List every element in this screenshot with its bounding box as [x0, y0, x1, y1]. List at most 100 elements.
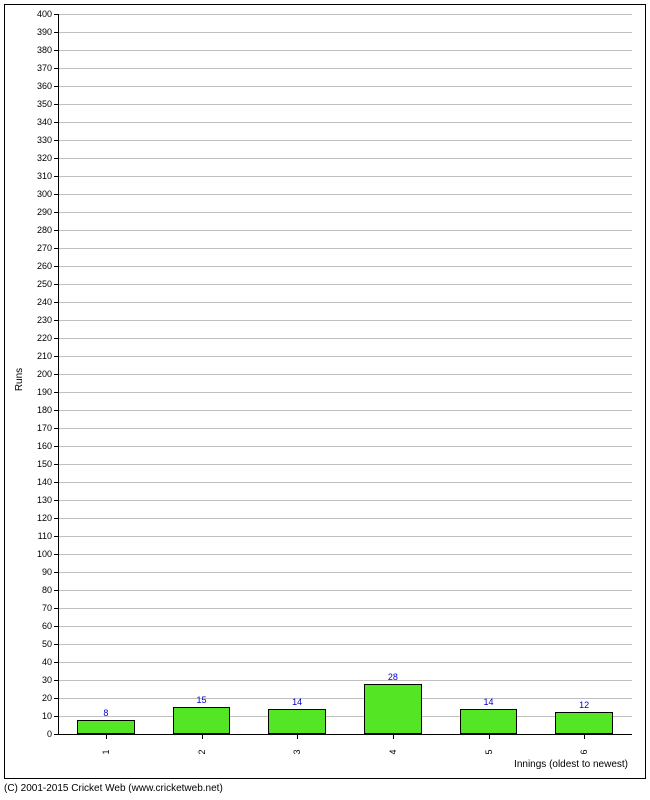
y-tick-label: 130: [37, 495, 52, 505]
y-tick-label: 380: [37, 45, 52, 55]
y-tick: [54, 320, 58, 321]
x-tick: [393, 735, 394, 739]
gridline-h: [58, 86, 632, 87]
y-tick: [54, 554, 58, 555]
y-tick: [54, 122, 58, 123]
y-tick-label: 390: [37, 27, 52, 37]
y-axis-line: [58, 14, 59, 734]
y-tick: [54, 410, 58, 411]
y-tick-label: 310: [37, 171, 52, 181]
y-tick-label: 360: [37, 81, 52, 91]
y-tick: [54, 644, 58, 645]
y-tick-label: 80: [42, 585, 52, 595]
y-tick: [54, 590, 58, 591]
bar: [460, 709, 517, 734]
x-tick-label: 1: [101, 749, 111, 754]
gridline-h: [58, 212, 632, 213]
gridline-h: [58, 356, 632, 357]
x-axis-title: Innings (oldest to newest): [514, 759, 628, 770]
gridline-h: [58, 464, 632, 465]
y-tick: [54, 68, 58, 69]
y-tick-label: 60: [42, 621, 52, 631]
y-tick: [54, 140, 58, 141]
y-tick: [54, 230, 58, 231]
gridline-h: [58, 518, 632, 519]
x-tick-label: 6: [579, 749, 589, 754]
copyright-text: (C) 2001-2015 Cricket Web (www.cricketwe…: [4, 783, 223, 794]
y-tick: [54, 482, 58, 483]
x-tick-label: 4: [388, 749, 398, 754]
y-tick: [54, 284, 58, 285]
gridline-h: [58, 320, 632, 321]
y-tick-label: 260: [37, 261, 52, 271]
y-tick-label: 170: [37, 423, 52, 433]
gridline-h: [58, 482, 632, 483]
bar: [173, 707, 230, 734]
gridline-h: [58, 608, 632, 609]
bar-value-label: 8: [103, 708, 108, 718]
y-tick-label: 160: [37, 441, 52, 451]
gridline-h: [58, 122, 632, 123]
y-tick: [54, 338, 58, 339]
y-tick: [54, 86, 58, 87]
x-tick: [584, 735, 585, 739]
gridline-h: [58, 662, 632, 663]
x-tick-label: 5: [484, 749, 494, 754]
gridline-h: [58, 14, 632, 15]
y-tick-label: 240: [37, 297, 52, 307]
gridline-h: [58, 230, 632, 231]
bar: [555, 712, 612, 734]
bar-value-label: 28: [388, 672, 398, 682]
y-tick: [54, 500, 58, 501]
bar: [364, 684, 421, 734]
y-tick: [54, 302, 58, 303]
y-tick-label: 270: [37, 243, 52, 253]
gridline-h: [58, 50, 632, 51]
y-tick: [54, 32, 58, 33]
y-tick: [54, 356, 58, 357]
y-tick: [54, 608, 58, 609]
y-tick-label: 150: [37, 459, 52, 469]
y-tick-label: 140: [37, 477, 52, 487]
x-tick: [297, 735, 298, 739]
y-tick: [54, 626, 58, 627]
gridline-h: [58, 176, 632, 177]
y-tick-label: 120: [37, 513, 52, 523]
y-tick: [54, 698, 58, 699]
y-tick: [54, 374, 58, 375]
y-tick-label: 230: [37, 315, 52, 325]
y-tick-label: 70: [42, 603, 52, 613]
y-tick: [54, 50, 58, 51]
y-tick-label: 0: [47, 729, 52, 739]
gridline-h: [58, 68, 632, 69]
gridline-h: [58, 194, 632, 195]
y-tick-label: 330: [37, 135, 52, 145]
y-tick: [54, 212, 58, 213]
gridline-h: [58, 32, 632, 33]
y-tick: [54, 536, 58, 537]
gridline-h: [58, 698, 632, 699]
y-tick-label: 220: [37, 333, 52, 343]
y-tick: [54, 428, 58, 429]
y-tick-label: 180: [37, 405, 52, 415]
y-tick-label: 400: [37, 9, 52, 19]
y-tick: [54, 176, 58, 177]
x-tick: [202, 735, 203, 739]
gridline-h: [58, 302, 632, 303]
plot-area: [58, 14, 632, 734]
x-tick: [106, 735, 107, 739]
gridline-h: [58, 284, 632, 285]
y-tick: [54, 518, 58, 519]
y-tick-label: 20: [42, 693, 52, 703]
y-tick: [54, 158, 58, 159]
y-tick: [54, 14, 58, 15]
gridline-h: [58, 374, 632, 375]
gridline-h: [58, 644, 632, 645]
y-tick-label: 320: [37, 153, 52, 163]
bar: [77, 720, 134, 734]
gridline-h: [58, 140, 632, 141]
x-axis-line: [58, 734, 632, 735]
bar-value-label: 14: [292, 697, 302, 707]
x-tick-label: 3: [292, 749, 302, 754]
y-tick: [54, 734, 58, 735]
